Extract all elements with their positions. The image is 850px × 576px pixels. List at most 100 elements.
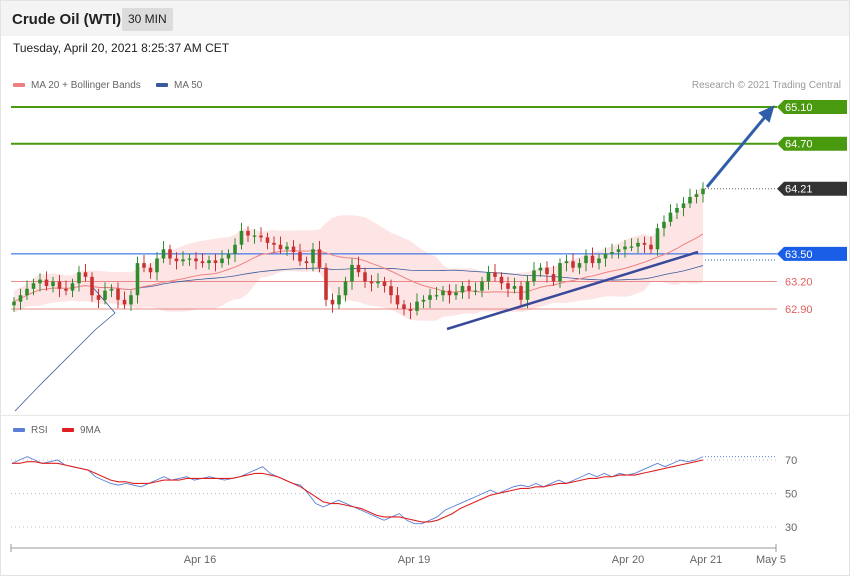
candle-body <box>200 261 205 264</box>
candle-body <box>551 274 556 282</box>
candle-body <box>545 267 549 275</box>
candle-body <box>434 295 439 297</box>
chart-datetime: Tuesday, April 20, 2021 8:25:37 AM CET <box>13 41 230 55</box>
ma50-line <box>14 265 704 412</box>
candle-body <box>629 246 634 248</box>
timeframe-button[interactable]: 30 MIN <box>122 8 173 31</box>
candle-body <box>259 235 263 238</box>
rsi-swatch <box>13 428 25 433</box>
candle-body <box>142 263 146 268</box>
candle-body <box>642 242 647 245</box>
level-63-50-tag <box>777 246 847 261</box>
candle-body <box>681 203 686 208</box>
candle-body <box>363 272 367 282</box>
candle-body <box>161 249 166 259</box>
candle-body <box>408 309 413 311</box>
candle-body <box>51 281 55 287</box>
candle-body <box>278 244 283 250</box>
legend-label-9ma: 9MA <box>80 425 101 436</box>
candle-body <box>122 299 127 305</box>
candle-body <box>226 253 231 259</box>
x-tick-label: Apr 21 <box>690 554 722 566</box>
trendline <box>446 250 699 331</box>
candle-body <box>415 301 419 311</box>
candle-body <box>96 295 101 300</box>
candle-body <box>246 230 250 236</box>
candle-body <box>83 272 88 277</box>
ma20-swatch <box>13 83 25 88</box>
candle-body <box>493 272 497 277</box>
legend-item-ma20: MA 20 + Bollinger Bands <box>13 80 141 91</box>
candle-body <box>616 249 621 253</box>
candle-body <box>90 276 94 296</box>
candle-body <box>233 244 237 254</box>
legend-label-ma50: MA 50 <box>174 80 203 91</box>
rsi-tick-30: 30 <box>785 522 797 534</box>
candle-body <box>109 288 114 291</box>
candle-body <box>317 249 322 268</box>
candle-body <box>239 230 244 245</box>
candle-body <box>12 301 16 306</box>
candle-body <box>636 242 640 247</box>
candle-body <box>252 235 257 237</box>
candle-body <box>447 290 452 296</box>
candle-body <box>473 290 478 292</box>
candle-body <box>649 244 653 250</box>
candle-body <box>181 259 185 262</box>
candle-body <box>382 281 387 287</box>
candle-body <box>428 295 432 300</box>
level-64-70-tag <box>777 136 847 151</box>
candle-body <box>675 208 679 213</box>
candle-body <box>265 237 270 243</box>
candle-body <box>558 263 562 282</box>
candle-body <box>584 255 588 264</box>
projection-arrow-shaft <box>705 116 767 188</box>
instrument-title: Crude Oil (WTI) <box>12 11 122 28</box>
projection-arrow-head <box>758 105 775 123</box>
chart-header: Crude Oil (WTI) 30 MIN <box>1 1 849 36</box>
legend-label-ma20: MA 20 + Bollinger Bands <box>31 80 141 91</box>
candle-body <box>343 281 348 296</box>
candle-body <box>610 252 614 254</box>
candle-body <box>441 290 445 296</box>
candle-body <box>499 276 504 284</box>
candle-body <box>135 263 140 296</box>
candle-body <box>564 261 569 264</box>
candle-body <box>272 242 276 245</box>
candle-body <box>389 286 393 296</box>
candle-body <box>31 283 36 289</box>
candle-body <box>467 286 471 291</box>
rsi-tick-50: 50 <box>785 489 797 501</box>
bollinger-band-area <box>14 185 703 321</box>
candle-body <box>311 249 315 264</box>
candle-body <box>519 286 523 300</box>
candle-body <box>194 258 198 262</box>
candle-body <box>486 272 491 282</box>
candle-body <box>577 263 582 268</box>
level-64-70-label: 64.70 <box>785 139 813 151</box>
candle-body <box>538 267 543 271</box>
x-tick-label: Apr 20 <box>612 554 644 566</box>
candle-body <box>285 246 289 250</box>
x-tick-label: Apr 19 <box>398 554 430 566</box>
candle-body <box>603 253 608 259</box>
level-63-50-label: 63.50 <box>785 249 813 261</box>
level-63-20-label: 63.20 <box>785 276 813 288</box>
candle-body <box>70 283 75 291</box>
candle-body <box>213 260 218 264</box>
rsi-ma-line <box>12 459 704 523</box>
candle-body <box>454 292 458 296</box>
candle-body <box>655 228 660 250</box>
candle-body <box>460 286 465 293</box>
panel-divider <box>1 415 849 416</box>
candle-body <box>77 272 81 284</box>
legend-label-rsi: RSI <box>31 425 48 436</box>
candle-body <box>512 286 517 289</box>
candle-body <box>571 261 575 268</box>
candle-body <box>25 288 29 296</box>
candle-body <box>324 267 328 300</box>
level-65-10-tag <box>777 100 847 114</box>
candle-body <box>662 221 666 229</box>
candle-body <box>668 212 673 222</box>
